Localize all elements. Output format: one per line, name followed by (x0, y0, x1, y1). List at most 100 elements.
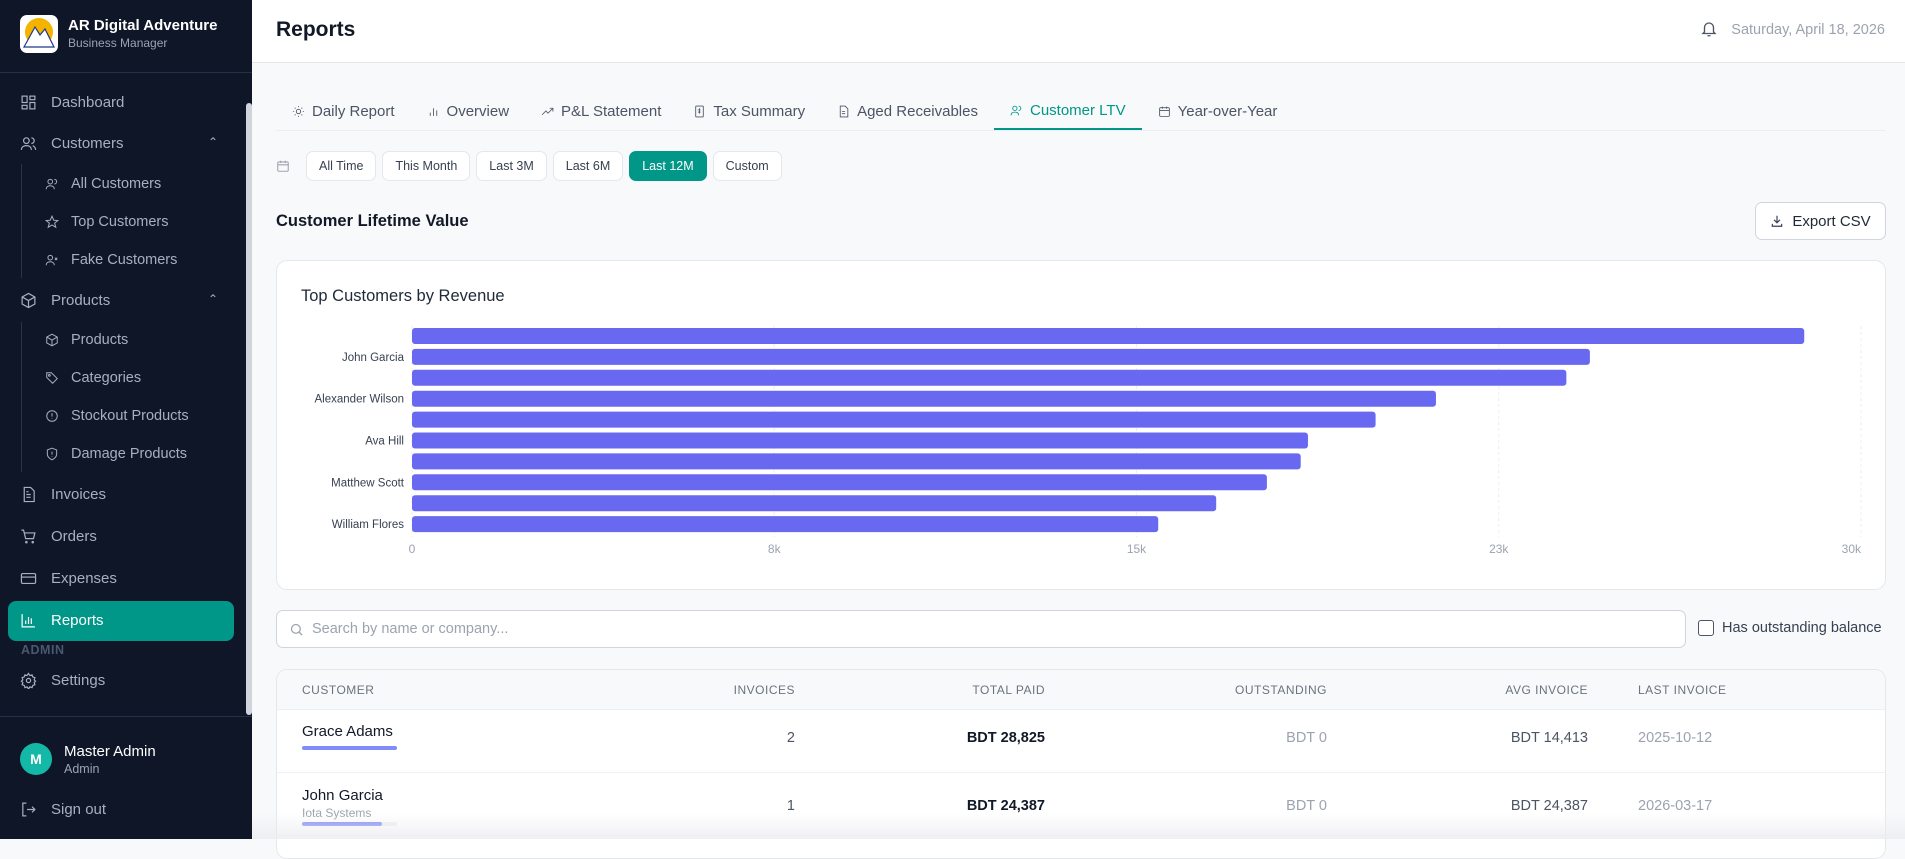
export-csv-label: Export CSV (1792, 212, 1871, 230)
sidebar-item-orders[interactable]: Orders (20, 524, 97, 548)
sidebar-item-expenses[interactable]: Expenses (20, 566, 117, 590)
star-icon (45, 215, 59, 229)
gear-icon (20, 671, 37, 689)
tab-customer-ltv[interactable]: Customer LTV (994, 93, 1142, 130)
invoices-count: 1 (786, 798, 795, 814)
sidebar-item-label: Expenses (51, 569, 117, 587)
sidebar-item-invoices[interactable]: Invoices (20, 482, 106, 506)
sidebar-item-all-customers[interactable]: All Customers (45, 172, 161, 196)
tab-p-l-statement[interactable]: P&L Statement (525, 93, 677, 130)
table-row[interactable]: Grace Adams 2 BDT 28,825 BDT 0 BDT 14,41… (277, 710, 1885, 773)
sidebar-item-customers[interactable]: Customers (20, 131, 124, 155)
file-icon (839, 105, 849, 118)
last-invoice: 2025-10-12 (1638, 730, 1713, 746)
log-out-icon (22, 802, 36, 816)
bar[interactable] (412, 432, 1308, 449)
chevron-up-icon[interactable]: ⌃ (208, 135, 219, 149)
sign-out-button[interactable]: Sign out (20, 797, 106, 821)
tab-label: Customer LTV (1030, 102, 1126, 119)
y-category-label: Matthew Scott (331, 477, 405, 489)
sun-icon (293, 106, 304, 117)
sidebar-item-fake-customers[interactable]: Fake Customers (45, 248, 177, 272)
user-name: Master Admin (64, 743, 156, 760)
range-this-month-button[interactable]: This Month (382, 151, 471, 181)
credit-card-icon (20, 572, 37, 584)
user-x-icon (45, 254, 58, 266)
bar-chart-icon (21, 613, 35, 627)
range-custom-button[interactable]: Custom (712, 151, 782, 181)
shield-alert-icon (46, 447, 58, 461)
y-category-label: John Garcia (342, 352, 405, 364)
y-category-label: Ava Hill (365, 436, 404, 448)
sidebar-item-reports-active[interactable] (8, 601, 234, 641)
users-icon (1010, 105, 1022, 116)
customer-name[interactable]: Grace Adams (302, 723, 393, 740)
bell-icon[interactable] (1700, 19, 1718, 39)
tab-aged-receivables[interactable]: Aged Receivables (821, 93, 994, 130)
range-last-12m-button[interactable]: Last 12M (629, 151, 707, 181)
tab-label: Year-over-Year (1177, 103, 1278, 120)
sidebar-item-label: Dashboard (51, 93, 125, 111)
sidebar-item-dashboard[interactable]: Dashboard (20, 90, 124, 114)
tree-line (21, 322, 22, 472)
download-icon (1772, 215, 1783, 227)
sidebar-item-label: Damage Products (71, 446, 188, 462)
sidebar-item-products-list[interactable]: Products (45, 328, 128, 352)
sidebar-item-reports[interactable]: Reports (20, 608, 104, 632)
column-header-customer[interactable]: CUSTOMER (302, 683, 375, 697)
divider (0, 716, 252, 717)
tab-tax-summary[interactable]: Tax Summary (677, 93, 821, 130)
sidebar-item-label: Products (51, 291, 111, 309)
tab-overview[interactable]: Overview (411, 93, 526, 130)
range-all-time-button[interactable]: All Time (306, 151, 377, 181)
tab-year-over-year[interactable]: Year-over-Year (1142, 93, 1294, 130)
bar[interactable] (412, 453, 1301, 470)
x-tick-label: 8k (768, 542, 782, 556)
column-header-outstanding[interactable]: OUTSTANDING (1235, 683, 1327, 697)
bar[interactable] (412, 390, 1436, 407)
column-header-total-paid[interactable]: TOTAL PAID (972, 683, 1045, 697)
search-field[interactable] (276, 610, 1686, 648)
bar-chart-icon (429, 108, 437, 116)
sidebar-item-stockout-products[interactable]: Stockout Products (45, 404, 189, 428)
customer-name[interactable]: John Garcia (302, 787, 383, 804)
bar[interactable] (412, 516, 1159, 533)
tab-label: Tax Summary (713, 103, 806, 120)
bottom-fade (252, 813, 1905, 839)
column-header-invoices[interactable]: INVOICES (733, 683, 795, 697)
sidebar-item-settings[interactable]: Settings (20, 668, 105, 692)
chevron-up-icon[interactable]: ⌃ (208, 292, 219, 306)
tab-label: P&L Statement (561, 103, 662, 120)
bar[interactable] (412, 495, 1217, 512)
sidebar-item-label: Products (71, 332, 129, 348)
range-last-6m-button[interactable]: Last 6M (552, 151, 624, 181)
checkbox[interactable] (1698, 620, 1714, 636)
export-csv-button[interactable]: Export CSV (1755, 202, 1886, 240)
bar[interactable] (412, 411, 1376, 428)
bar[interactable] (412, 328, 1805, 344)
tab-label: Daily Report (312, 103, 395, 120)
sidebar-item-categories[interactable]: Categories (45, 366, 141, 390)
range-last-3m-button[interactable]: Last 3M (476, 151, 547, 181)
column-header-last-invoice[interactable]: LAST INVOICE (1638, 683, 1727, 697)
page-title: Reports (276, 18, 356, 41)
brand-subtitle: Business Manager (68, 36, 168, 50)
sidebar-item-products[interactable]: Products (20, 288, 110, 312)
invoices-count: 2 (786, 730, 795, 746)
calendar-icon (277, 160, 289, 172)
bar[interactable] (412, 348, 1590, 365)
section-label-admin: ADMIN (21, 643, 65, 657)
sidebar-item-damage-products[interactable]: Damage Products (45, 442, 187, 466)
outstanding-balance-checkbox[interactable]: Has outstanding balance (1698, 620, 1882, 636)
sidebar-item-label: Stockout Products (71, 408, 189, 424)
tab-daily-report[interactable]: Daily Report (276, 93, 411, 130)
sidebar-scrollbar[interactable] (246, 103, 252, 715)
bar[interactable] (412, 369, 1567, 386)
outstanding: BDT 0 (1286, 730, 1327, 746)
search-input[interactable] (312, 621, 1685, 637)
bar[interactable] (412, 474, 1267, 491)
column-header-avg-invoice[interactable]: AVG INVOICE (1505, 683, 1588, 697)
tab-label: Overview (446, 103, 510, 120)
sidebar-item-top-customers[interactable]: Top Customers (45, 210, 169, 234)
sidebar-item-label: Orders (51, 527, 97, 545)
